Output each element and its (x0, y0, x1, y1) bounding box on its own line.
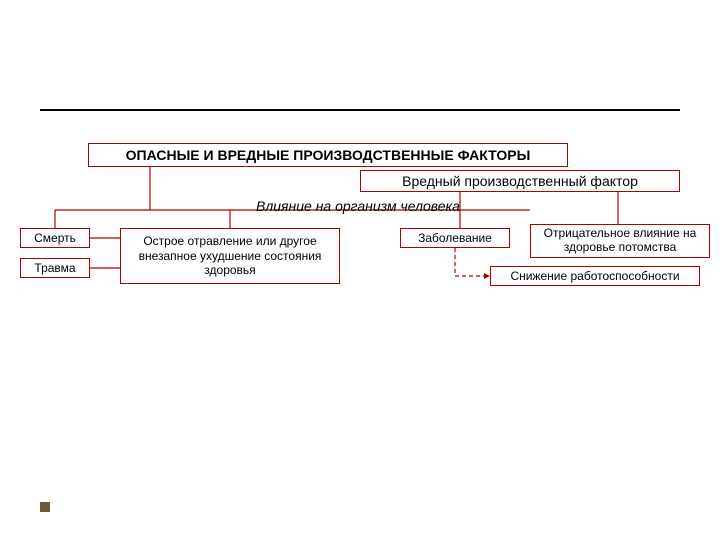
acute-text: Острое отравление или другое внезапное у… (127, 234, 333, 277)
influence-label: Влияние на организм человека (218, 198, 498, 218)
reduction-box: Снижение работоспособности (490, 266, 700, 286)
slide-corner-mark (40, 502, 50, 512)
disease-box: Заболевание (400, 228, 510, 248)
trauma-box: Травма (20, 258, 90, 278)
disease-text: Заболевание (418, 231, 492, 245)
title-text: ОПАСНЫЕ И ВРЕДНЫЕ ПРОИЗВОДСТВЕННЫЕ ФАКТО… (126, 147, 531, 163)
harmful-text: Вредный производственный фактор (402, 173, 638, 189)
influence-text: Влияние на организм человека (256, 198, 460, 214)
death-box: Смерть (20, 228, 90, 248)
harmful-box: Вредный производственный фактор (360, 170, 680, 192)
negative-box: Отрицательное влияние на здоровье потомс… (530, 224, 710, 258)
trauma-text: Травма (34, 261, 75, 275)
reduction-text: Снижение работоспособности (510, 269, 679, 283)
acute-box: Острое отравление или другое внезапное у… (120, 228, 340, 284)
death-text: Смерть (34, 231, 76, 245)
title-box: ОПАСНЫЕ И ВРЕДНЫЕ ПРОИЗВОДСТВЕННЫЕ ФАКТО… (88, 143, 568, 167)
negative-text: Отрицательное влияние на здоровье потомс… (537, 227, 703, 255)
